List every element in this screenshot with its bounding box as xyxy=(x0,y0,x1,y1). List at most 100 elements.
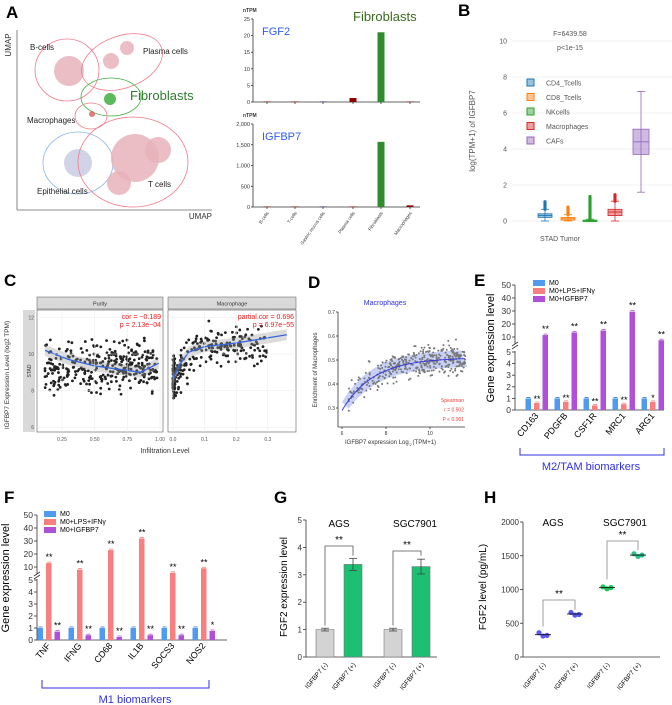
cluster-cells xyxy=(107,171,131,195)
data-point xyxy=(44,344,48,347)
significance-stars: ** xyxy=(76,559,84,569)
outlier xyxy=(613,193,617,197)
legend-label: NKcells xyxy=(546,110,570,117)
data-point xyxy=(215,350,219,354)
data-point xyxy=(389,371,392,374)
data-point xyxy=(461,365,464,368)
data-point xyxy=(385,359,388,362)
facet-title: Purity xyxy=(93,302,107,308)
data-point xyxy=(83,360,87,364)
data-point xyxy=(179,353,183,357)
confidence-band xyxy=(342,350,468,409)
category-label: T-cells xyxy=(286,210,298,224)
data-point xyxy=(452,361,455,364)
data-point xyxy=(402,371,405,374)
biomarker-group-label: M2/TAM biomarkers xyxy=(542,461,641,473)
data-point xyxy=(423,371,426,374)
data-point xyxy=(43,367,47,370)
data-point xyxy=(119,392,123,396)
facet-macrophage xyxy=(167,296,297,433)
data-point xyxy=(412,369,415,372)
y-tick-label: 8 xyxy=(503,75,507,82)
legend-swatch xyxy=(526,136,535,145)
bar xyxy=(383,629,403,658)
bar xyxy=(178,635,184,640)
y-tick-label: 3 xyxy=(298,571,303,580)
data-point xyxy=(188,357,192,361)
data-point xyxy=(223,345,227,349)
data-point xyxy=(455,352,458,355)
data-point xyxy=(129,373,132,376)
data-point xyxy=(115,357,119,361)
category-label: IGFBP7 (+) xyxy=(331,662,358,692)
panel-label: E xyxy=(474,271,485,290)
data-point xyxy=(432,365,435,368)
data-point xyxy=(256,362,259,366)
y-tick-label: 25 xyxy=(244,17,250,23)
data-point xyxy=(425,359,428,362)
category-label: CD68 xyxy=(92,641,114,665)
data-point xyxy=(227,348,230,352)
data-point xyxy=(374,382,377,385)
data-point xyxy=(600,584,606,590)
cluster-label: Epithelial cells xyxy=(37,187,88,196)
data-point xyxy=(371,379,374,382)
data-point xyxy=(442,344,445,347)
data-point xyxy=(419,350,422,353)
data-point xyxy=(438,353,441,356)
data-point xyxy=(129,367,133,371)
bar xyxy=(46,563,52,640)
category-label: IFNG xyxy=(62,641,83,664)
y-tick-label: 4 xyxy=(28,587,33,597)
umap-cluster xyxy=(80,77,142,117)
data-point xyxy=(243,357,247,361)
data-point xyxy=(397,358,400,361)
data-point xyxy=(444,370,447,373)
data-point xyxy=(414,345,417,348)
data-point xyxy=(226,346,229,350)
bar xyxy=(263,101,271,102)
y-tick-label: 0.7 xyxy=(328,310,335,316)
bar xyxy=(209,631,215,640)
data-point xyxy=(229,344,233,348)
data-point xyxy=(140,363,144,367)
data-point xyxy=(368,373,371,376)
data-point xyxy=(146,349,150,353)
data-point xyxy=(360,391,363,394)
data-point xyxy=(358,389,361,392)
data-point xyxy=(52,393,56,397)
umap-cluster xyxy=(74,102,108,130)
data-point xyxy=(127,358,130,362)
data-point xyxy=(172,354,175,358)
data-point xyxy=(423,346,426,349)
significance-bracket xyxy=(542,599,576,627)
data-point xyxy=(195,334,199,338)
data-point xyxy=(390,373,393,376)
cluster-cells xyxy=(103,53,119,69)
umap-ylabel: UMAP xyxy=(4,33,13,56)
data-point xyxy=(428,353,431,356)
data-point xyxy=(95,381,98,385)
data-point xyxy=(394,368,397,371)
data-point xyxy=(420,346,423,349)
data-point xyxy=(407,361,410,364)
data-point xyxy=(367,376,370,379)
gene-title: IGFBP7 xyxy=(262,131,301,143)
category-label: SOCS3 xyxy=(149,641,176,671)
legend-label: M0+LPS+IFNγ xyxy=(549,288,595,295)
data-point xyxy=(246,327,249,331)
cluster-outline xyxy=(74,102,108,130)
data-point xyxy=(414,356,417,359)
data-point xyxy=(55,365,58,369)
data-point xyxy=(189,363,193,366)
data-point xyxy=(248,354,251,358)
data-point xyxy=(422,352,425,355)
data-point xyxy=(181,372,185,376)
data-point xyxy=(253,343,257,347)
category-label: Fibroblasts xyxy=(367,210,384,232)
data-point xyxy=(445,348,448,351)
significance-stars: ** xyxy=(116,626,124,636)
data-point xyxy=(213,350,217,353)
data-point xyxy=(199,356,203,359)
data-point xyxy=(347,409,350,412)
